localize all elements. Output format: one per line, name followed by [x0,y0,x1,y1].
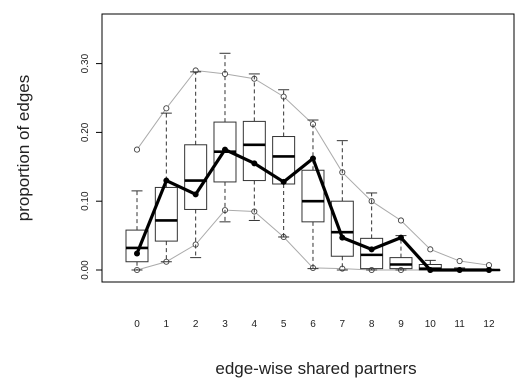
y-tick-label: 0.00 [80,260,91,280]
x-tick-label: 10 [425,319,437,330]
box-7 [330,140,354,271]
y-axis-title: proportion of edges [14,75,33,222]
box-0 [125,190,149,271]
x-axis: 0 1 2 3 4 5 6 7 8 9 10 11 12 [134,319,495,330]
y-tick-label: 0.20 [80,122,91,142]
box-body [360,237,384,270]
x-tick-label: 2 [193,319,199,330]
box-body [301,169,325,223]
y-axis: 0.00 0.10 0.20 0.30 [80,53,102,280]
box-4 [242,73,266,221]
upper-envelope-point [133,146,141,153]
x-tick-label: 11 [454,319,465,330]
x-tick-label: 8 [369,319,375,330]
box-1 [154,112,178,263]
observed-point [456,267,463,273]
box-5 [272,89,296,238]
upper-envelope-point [427,246,434,253]
box-8 [360,192,384,271]
box-body [184,144,208,210]
observed-point [134,250,140,257]
lower-envelope-line [136,209,489,271]
observed-point [192,191,199,198]
x-tick-label: 4 [252,319,258,330]
observed-point [427,267,434,273]
y-tick-label: 0.10 [80,191,91,211]
y-tick-label: 0.30 [80,53,91,73]
x-tick-label: 3 [222,319,228,330]
box-body [125,229,149,263]
box-body [154,186,178,242]
x-tick-label: 6 [310,319,316,330]
x-tick-label: 9 [398,319,404,330]
observed-point [397,234,404,241]
x-tick-label: 12 [483,319,495,330]
observed-point [163,177,170,184]
observed-point [221,146,228,153]
observed-point [485,267,492,273]
upper-envelope-point [397,217,405,224]
box-3 [213,52,237,223]
observed-point [339,234,346,241]
box-6 [301,119,325,270]
box-2 [184,71,208,259]
upper-envelope-point [163,105,170,112]
box-body [330,200,354,257]
x-tick-label: 5 [281,319,287,330]
observed-point [309,155,316,162]
upper-envelope-point [456,258,463,265]
observed-point [280,178,287,185]
x-axis-title: edge-wise shared partners [215,359,416,378]
x-tick-label: 1 [164,319,170,330]
observed-point [251,160,258,167]
observed-series [134,146,492,273]
observed-point [368,246,375,253]
box-body [242,120,266,182]
box-body [389,257,413,270]
x-tick-label: 7 [340,319,346,330]
x-tick-label: 0 [134,319,140,330]
plot-frame [101,13,515,283]
